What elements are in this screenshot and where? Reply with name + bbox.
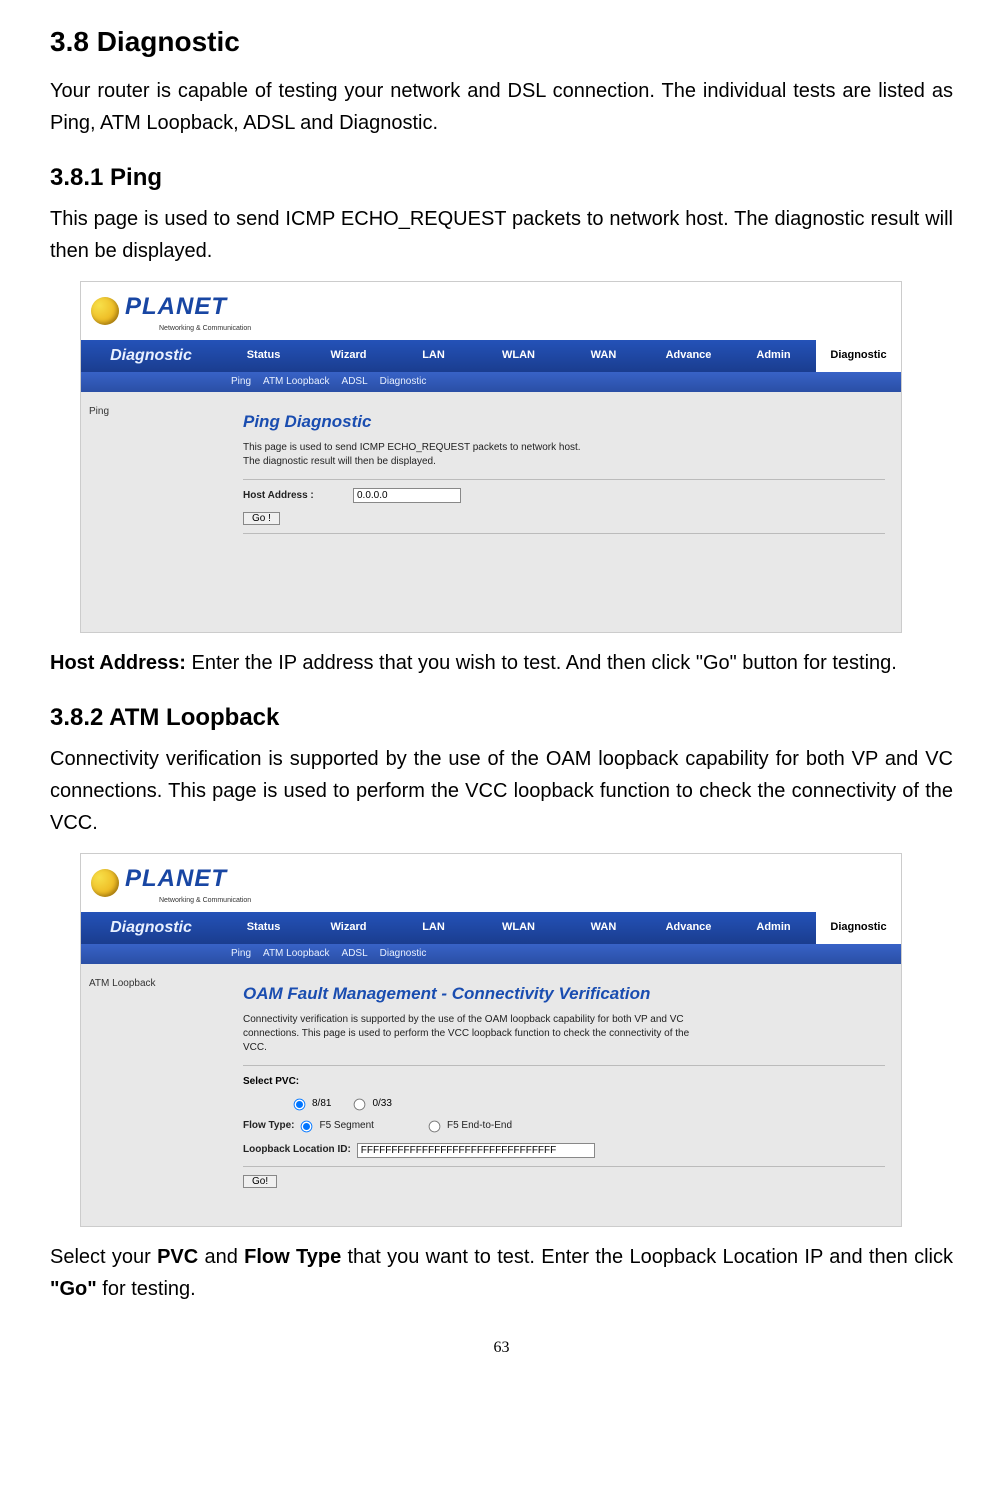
atm-explanation: Select your PVC and Flow Type that you w… [50,1241,953,1305]
nav-wan-2[interactable]: WAN [561,912,646,944]
ping-go-button[interactable]: Go ! [243,512,280,525]
loopback-location-input[interactable] [357,1143,595,1158]
atm-go-button[interactable]: Go! [243,1175,277,1188]
main-nav: Diagnostic Status Wizard LAN WLAN WAN Ad… [81,340,901,372]
nav-wlan-2[interactable]: WLAN [476,912,561,944]
ping-sidebar: Ping [81,392,227,632]
flow-opt-2: F5 End-to-End [447,1118,512,1134]
nav-section-title: Diagnostic [81,340,221,372]
subnav-diagnostic-2[interactable]: Diagnostic [380,946,427,962]
host-address-label: Host Address : [243,488,353,504]
nav-status[interactable]: Status [221,340,306,372]
subnav-atm-2[interactable]: ATM Loopback [263,946,330,962]
nav-admin[interactable]: Admin [731,340,816,372]
host-address-explanation: Host Address: Enter the IP address that … [50,647,953,679]
subnav-adsl-2[interactable]: ADSL [342,946,368,962]
logo-globe-icon-2 [91,869,119,897]
flow-radio-2[interactable] [429,1120,441,1132]
flow-type-label: Flow Type: [243,1118,294,1134]
section-3-8-1-desc: This page is used to send ICMP ECHO_REQU… [50,203,953,267]
section-3-8-heading: 3.8 Diagnostic [50,20,953,65]
logo-subtitle-2: Networking & Communication [159,895,251,906]
nav-section-title-2: Diagnostic [81,912,221,944]
ping-panel-title: Ping Diagnostic [243,408,885,435]
atm-sidebar: ATM Loopback [81,964,227,1226]
subnav-ping[interactable]: Ping [231,374,251,390]
logo-bar: PLANET Networking & Communication [81,282,901,340]
pvc-radio-1[interactable] [294,1098,306,1110]
logo-subtitle: Networking & Communication [159,323,251,334]
host-address-input[interactable] [353,488,461,503]
nav-status-2[interactable]: Status [221,912,306,944]
nav-lan-2[interactable]: LAN [391,912,476,944]
nav-wizard[interactable]: Wizard [306,340,391,372]
nav-wizard-2[interactable]: Wizard [306,912,391,944]
select-pvc-label: Select PVC: [243,1074,885,1090]
section-3-8-1-heading: 3.8.1 Ping [50,159,953,197]
pvc-opt-1: 8/81 [312,1096,331,1112]
pvc-opt-2: 0/33 [372,1096,391,1112]
atm-screenshot: PLANET Networking & Communication Diagno… [80,853,902,1227]
atm-panel-title: OAM Fault Management - Connectivity Veri… [243,980,885,1007]
subnav-atm[interactable]: ATM Loopback [263,374,330,390]
logo-text: PLANET [125,288,251,326]
pvc-radio-2[interactable] [354,1098,366,1110]
main-nav-2: Diagnostic Status Wizard LAN WLAN WAN Ad… [81,912,901,944]
section-3-8-desc: Your router is capable of testing your n… [50,75,953,139]
nav-wan[interactable]: WAN [561,340,646,372]
section-3-8-2-heading: 3.8.2 ATM Loopback [50,699,953,737]
ping-screenshot: PLANET Networking & Communication Diagno… [80,281,902,633]
logo-globe-icon [91,297,119,325]
sub-nav-2: Ping ATM Loopback ADSL Diagnostic [81,944,901,964]
nav-diagnostic-2[interactable]: Diagnostic [816,912,901,944]
subnav-adsl[interactable]: ADSL [342,374,368,390]
nav-lan[interactable]: LAN [391,340,476,372]
nav-advance[interactable]: Advance [646,340,731,372]
section-3-8-2-desc: Connectivity verification is supported b… [50,743,953,839]
subnav-ping-2[interactable]: Ping [231,946,251,962]
ping-panel-desc: This page is used to send ICMP ECHO_REQU… [243,441,885,469]
flow-opt-1: F5 Segment [319,1118,373,1134]
sub-nav: Ping ATM Loopback ADSL Diagnostic [81,372,901,392]
nav-advance-2[interactable]: Advance [646,912,731,944]
nav-admin-2[interactable]: Admin [731,912,816,944]
page-number: 63 [50,1335,953,1361]
nav-diagnostic[interactable]: Diagnostic [816,340,901,372]
logo-bar-2: PLANET Networking & Communication [81,854,901,912]
logo-text-2: PLANET [125,860,251,898]
nav-wlan[interactable]: WLAN [476,340,561,372]
flow-radio-1[interactable] [301,1120,313,1132]
loopback-location-label: Loopback Location ID: [243,1142,351,1158]
subnav-diagnostic[interactable]: Diagnostic [380,374,427,390]
atm-panel-desc: Connectivity verification is supported b… [243,1013,703,1055]
